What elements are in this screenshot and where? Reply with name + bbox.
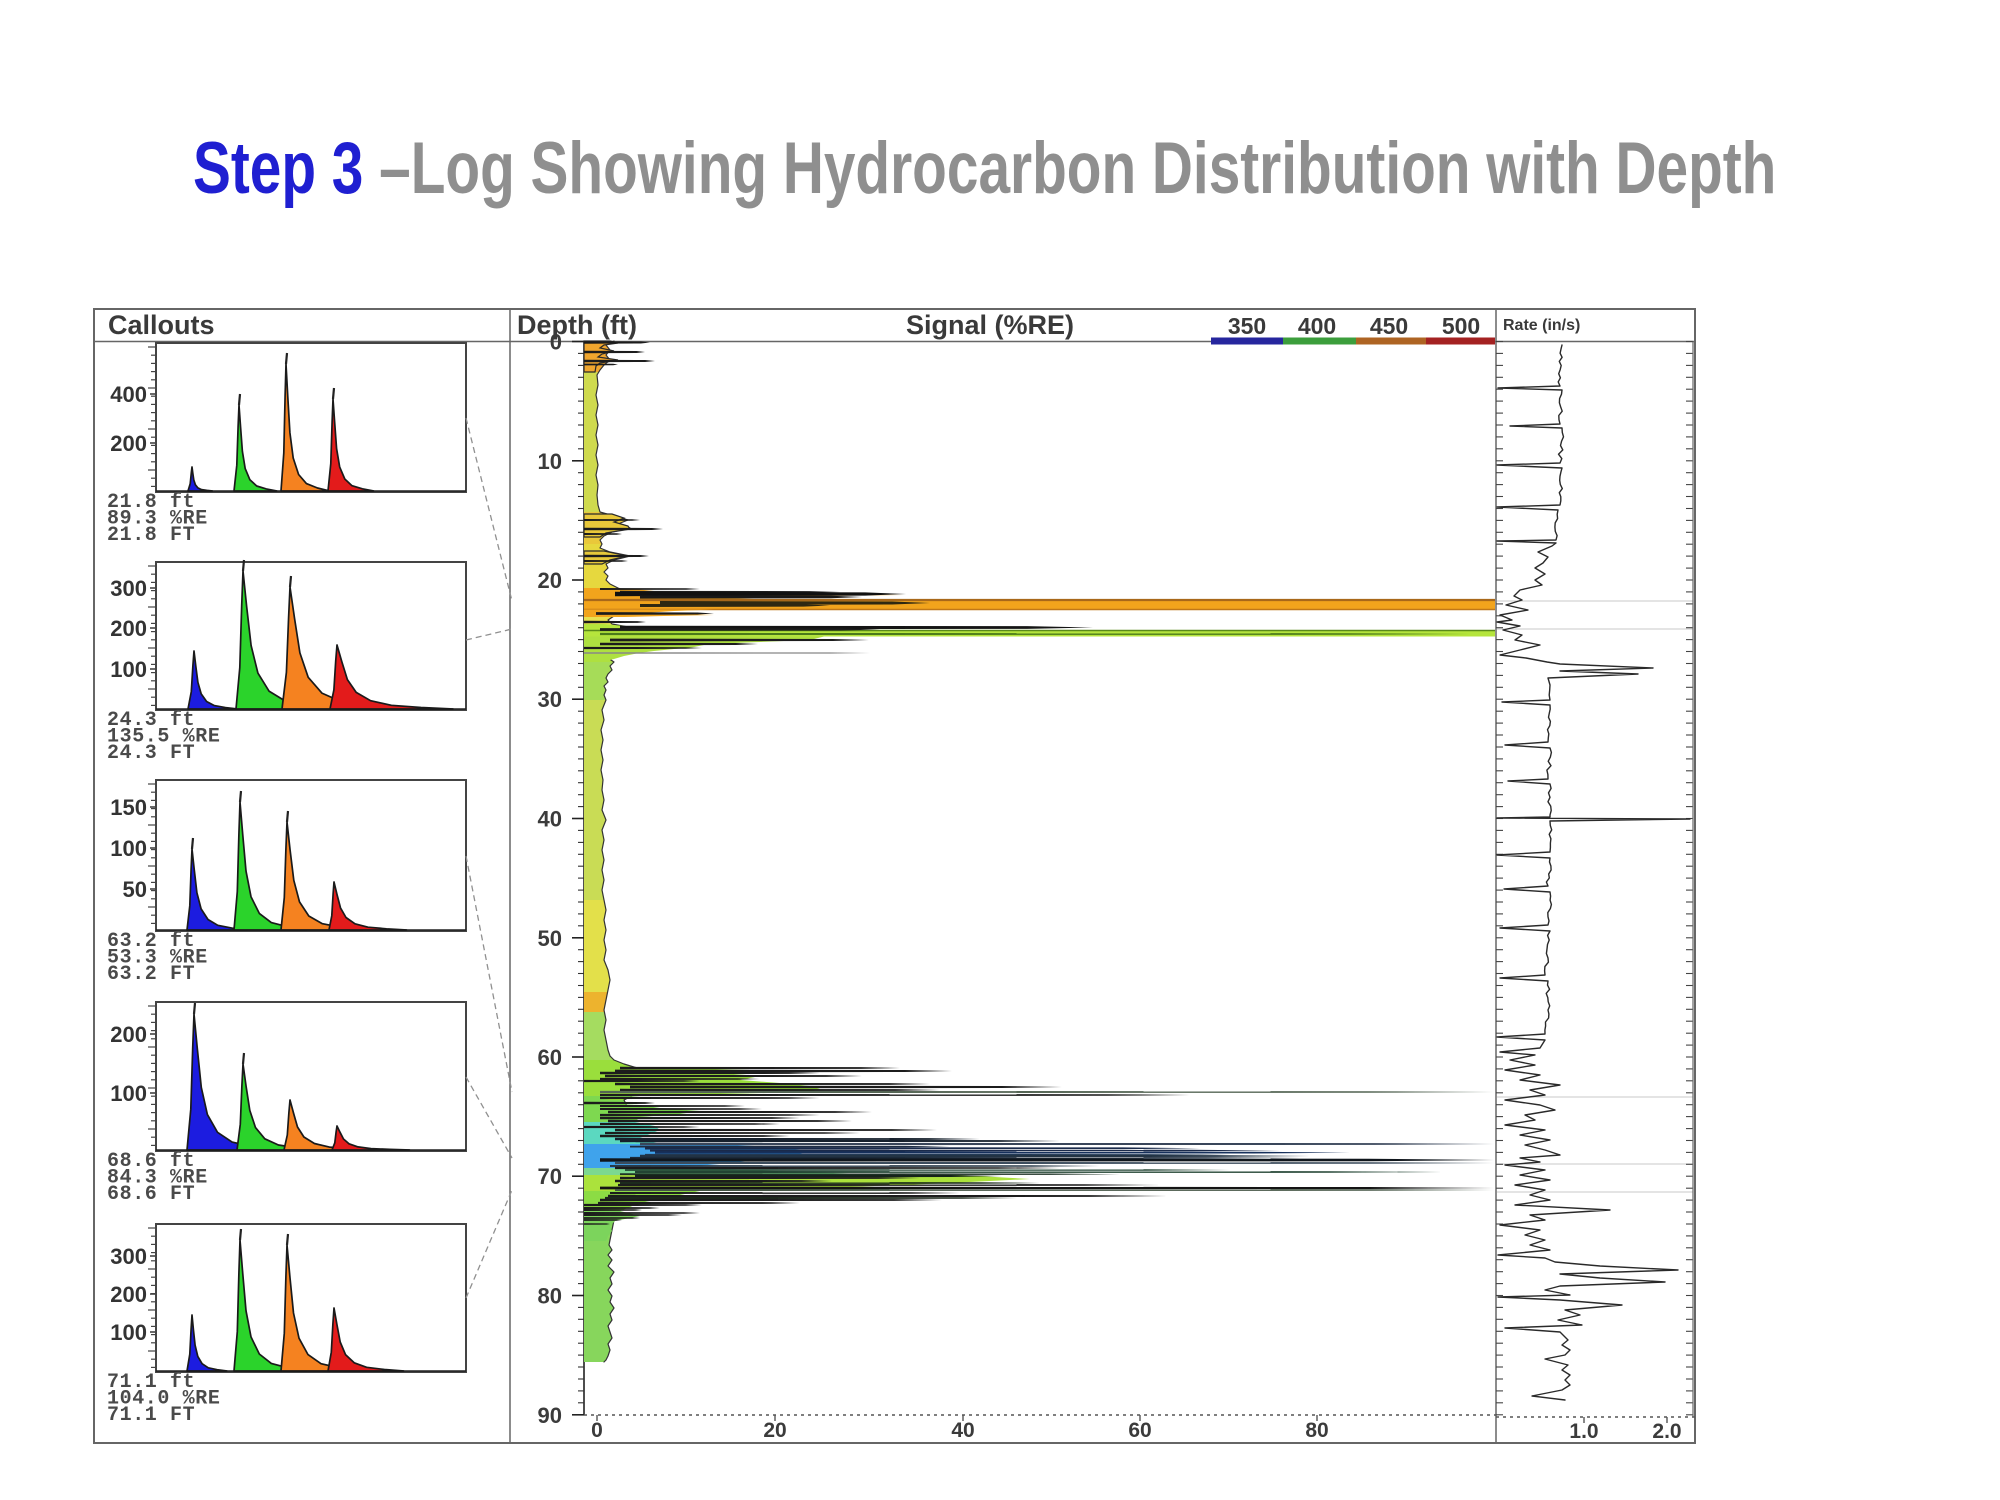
svg-text:21.8 ft: 21.8 ft (107, 491, 195, 514)
svg-text:71.1 ft: 71.1 ft (107, 1371, 195, 1394)
svg-text:200: 200 (110, 1022, 147, 1047)
svg-text:24.3 FT: 24.3 FT (107, 742, 195, 765)
svg-text:500: 500 (1442, 313, 1480, 339)
svg-text:50: 50 (538, 926, 562, 951)
svg-text:10: 10 (538, 449, 562, 474)
svg-text:70: 70 (538, 1164, 562, 1189)
svg-text:84.3 %RE: 84.3 %RE (107, 1167, 208, 1190)
svg-text:0: 0 (550, 330, 562, 355)
svg-text:60: 60 (538, 1045, 562, 1070)
svg-text:20: 20 (763, 1419, 786, 1442)
svg-text:100: 100 (110, 836, 147, 861)
svg-text:Depth (ft): Depth (ft) (517, 310, 637, 340)
svg-text:350: 350 (1228, 313, 1266, 339)
svg-text:89.3 %RE: 89.3 %RE (107, 508, 208, 531)
svg-text:63.2 FT: 63.2 FT (107, 963, 195, 986)
svg-text:68.6 ft: 68.6 ft (107, 1150, 195, 1173)
svg-text:100: 100 (110, 657, 147, 682)
svg-text:200: 200 (110, 616, 147, 641)
svg-text:50: 50 (123, 877, 147, 902)
svg-text:21.8 FT: 21.8 FT (107, 524, 195, 547)
svg-text:100: 100 (110, 1081, 147, 1106)
svg-text:300: 300 (110, 1244, 147, 1269)
svg-text:0: 0 (591, 1419, 603, 1442)
svg-text:104.0 %RE: 104.0 %RE (107, 1388, 220, 1411)
svg-text:1.0: 1.0 (1569, 1420, 1598, 1443)
svg-text:300: 300 (110, 576, 147, 601)
svg-text:53.3 %RE: 53.3 %RE (107, 947, 208, 970)
svg-text:2.0: 2.0 (1652, 1420, 1681, 1443)
svg-text:80: 80 (538, 1284, 562, 1309)
svg-text:135.5 %RE: 135.5 %RE (107, 726, 220, 749)
svg-text:100: 100 (110, 1320, 147, 1345)
svg-text:24.3 ft: 24.3 ft (107, 709, 195, 732)
svg-text:80: 80 (1305, 1419, 1328, 1442)
svg-text:Callouts: Callouts (108, 310, 215, 340)
svg-text:400: 400 (1298, 313, 1336, 339)
svg-text:200: 200 (110, 431, 147, 456)
svg-text:20: 20 (538, 568, 562, 593)
svg-text:Rate (in/s): Rate (in/s) (1503, 317, 1580, 334)
svg-text:200: 200 (110, 1282, 147, 1307)
svg-text:400: 400 (110, 382, 147, 407)
svg-text:60: 60 (1128, 1419, 1151, 1442)
svg-text:90: 90 (538, 1403, 562, 1428)
svg-text:63.2 ft: 63.2 ft (107, 930, 195, 953)
svg-text:150: 150 (110, 795, 147, 820)
svg-text:68.6 FT: 68.6 FT (107, 1183, 195, 1206)
svg-text:71.1 FT: 71.1 FT (107, 1404, 195, 1427)
svg-text:Signal (%RE): Signal (%RE) (906, 310, 1074, 340)
svg-text:30: 30 (538, 687, 562, 712)
svg-text:40: 40 (951, 1419, 974, 1442)
svg-text:40: 40 (538, 807, 562, 832)
svg-text:450: 450 (1370, 313, 1408, 339)
svg-text:Step 3 –Log Showing Hydrocarbo: Step 3 –Log Showing Hydrocarbon Distribu… (193, 127, 1776, 209)
